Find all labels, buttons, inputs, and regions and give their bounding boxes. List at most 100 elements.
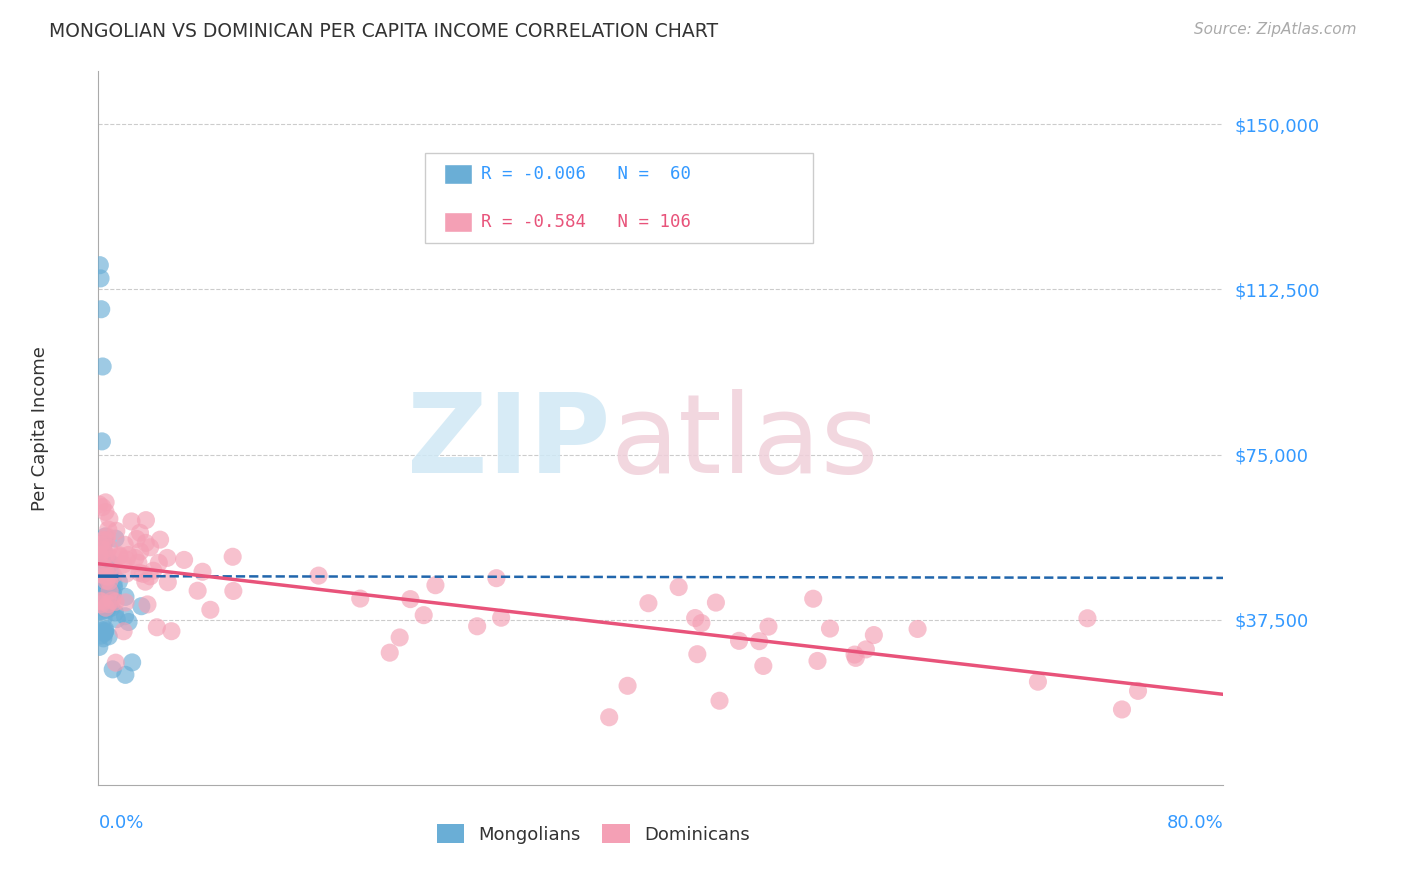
Point <box>101 593 124 607</box>
Point <box>98 512 121 526</box>
Point <box>89 594 111 608</box>
Text: R = -0.584   N = 106: R = -0.584 N = 106 <box>481 213 690 231</box>
Point <box>844 648 866 662</box>
Point <box>748 634 770 648</box>
Point <box>845 651 868 665</box>
Point <box>89 549 111 563</box>
Point <box>91 604 114 618</box>
Point <box>96 564 118 578</box>
Point <box>94 561 117 575</box>
Point <box>425 578 447 592</box>
Text: 0.0%: 0.0% <box>98 814 143 831</box>
Point <box>98 599 121 614</box>
Point <box>124 551 146 566</box>
Point <box>90 594 112 608</box>
FancyBboxPatch shape <box>444 212 472 232</box>
FancyBboxPatch shape <box>425 153 813 243</box>
Point <box>121 656 143 670</box>
Text: atlas: atlas <box>610 389 879 496</box>
Point <box>709 694 731 708</box>
Point <box>96 584 118 599</box>
Point <box>114 538 136 552</box>
Point <box>96 603 118 617</box>
Point <box>114 595 136 609</box>
Point <box>94 570 117 584</box>
Y-axis label: Per Capita Income: Per Capita Income <box>31 346 49 510</box>
Point <box>752 659 775 673</box>
Point <box>104 656 127 670</box>
Text: ZIP: ZIP <box>406 389 610 496</box>
Point <box>222 583 245 598</box>
Point <box>128 566 150 580</box>
Point <box>101 662 124 676</box>
Point <box>98 574 121 589</box>
Point <box>91 632 114 646</box>
Point <box>90 597 112 611</box>
Point <box>97 554 120 568</box>
Point <box>97 569 120 583</box>
Text: MONGOLIAN VS DOMINICAN PER CAPITA INCOME CORRELATION CHART: MONGOLIAN VS DOMINICAN PER CAPITA INCOME… <box>49 22 718 41</box>
Point <box>1111 702 1133 716</box>
Point <box>139 541 162 555</box>
Point <box>1126 684 1149 698</box>
Legend: Mongolians, Dominicans: Mongolians, Dominicans <box>437 824 749 844</box>
Point <box>127 556 149 570</box>
Point <box>117 615 139 629</box>
Point <box>91 582 114 597</box>
Point <box>89 640 111 654</box>
Point <box>378 646 401 660</box>
Point <box>120 515 142 529</box>
Point <box>114 609 136 624</box>
Point <box>129 525 152 540</box>
Point <box>89 538 111 552</box>
Point <box>97 565 120 579</box>
Point <box>96 548 118 562</box>
Point <box>91 543 114 558</box>
Point <box>98 584 121 599</box>
Point <box>89 548 111 562</box>
Point <box>399 592 422 607</box>
Point <box>94 529 117 543</box>
Point <box>200 603 222 617</box>
Point <box>90 567 112 582</box>
Point <box>93 567 115 582</box>
Point <box>93 537 115 551</box>
Point <box>616 679 638 693</box>
Point <box>146 620 169 634</box>
FancyBboxPatch shape <box>444 164 472 184</box>
Point <box>93 549 115 563</box>
Point <box>91 359 114 374</box>
Point <box>801 591 824 606</box>
Point <box>94 569 117 583</box>
Point <box>96 574 118 588</box>
Point <box>90 628 112 642</box>
Point <box>139 569 162 583</box>
Point <box>89 567 111 582</box>
Point <box>94 592 117 607</box>
Point <box>96 569 118 583</box>
Point <box>90 553 112 567</box>
Point <box>94 583 117 598</box>
Point <box>758 619 780 633</box>
Point <box>100 557 122 571</box>
Point <box>90 600 112 615</box>
Point <box>96 591 118 606</box>
Point <box>103 577 125 591</box>
Point <box>114 590 136 604</box>
Point <box>91 550 114 565</box>
Point <box>187 583 209 598</box>
Point <box>156 575 179 590</box>
Point <box>96 577 118 591</box>
Point <box>97 629 120 643</box>
Point <box>90 434 114 449</box>
Point <box>156 550 179 565</box>
Point <box>96 529 118 543</box>
Point <box>94 505 117 519</box>
Point <box>93 624 115 639</box>
Point <box>91 533 114 547</box>
Point <box>855 642 877 657</box>
Point <box>89 604 111 618</box>
Point <box>94 624 117 639</box>
Point <box>112 624 135 639</box>
Point <box>683 611 706 625</box>
